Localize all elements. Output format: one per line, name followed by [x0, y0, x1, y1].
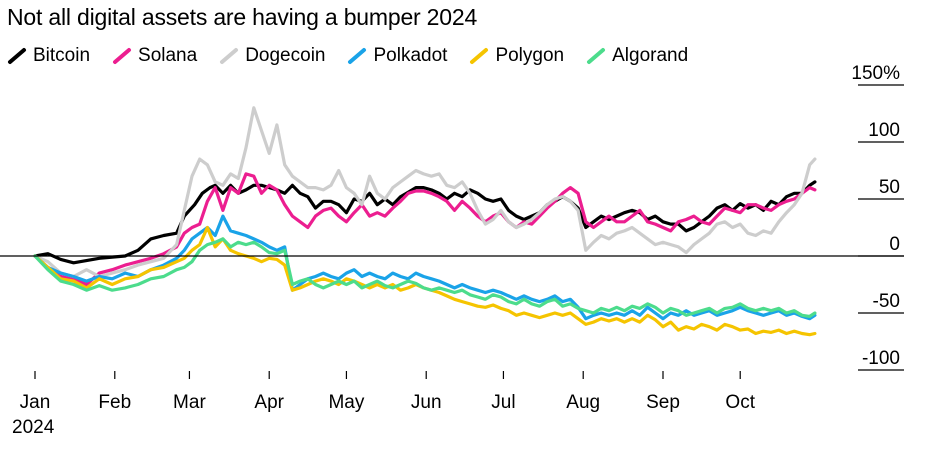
legend-label: Solana: [138, 45, 198, 66]
legend-item-polkadot: Polkadot: [347, 45, 447, 67]
series-line-dogecoin: [33, 106, 817, 279]
series-line-solana: [33, 172, 817, 287]
legend-label: Algorand: [612, 45, 689, 66]
chart-title: Not all digital assets are having a bump…: [7, 4, 478, 30]
y-tick-label: 150%: [851, 63, 900, 84]
x-tick-label: Apr: [254, 392, 284, 413]
x-tick-label: May: [328, 392, 364, 413]
legend-item-dogecoin: Dogecoin: [219, 45, 325, 67]
legend-label: Polkadot: [373, 45, 448, 66]
series-line-algorand: [33, 237, 817, 318]
x-tick-label: Sep: [646, 392, 680, 413]
legend-swatch-icon: [348, 48, 367, 64]
y-tick-label: 0: [889, 234, 900, 255]
legend-label: Polygon: [495, 45, 565, 66]
y-tick-label: 100: [868, 120, 900, 141]
legend-label: Dogecoin: [245, 45, 326, 66]
series-line-polkadot: [33, 214, 817, 321]
x-tick-label: Jan: [20, 392, 51, 413]
legend-swatch-icon: [8, 48, 26, 64]
legend-swatch-icon: [470, 48, 489, 64]
legend-item-algorand: Algorand: [586, 45, 688, 67]
y-tick-label: 50: [879, 177, 900, 198]
x-tick-label: Aug: [566, 392, 600, 413]
legend-label: Bitcoin: [33, 45, 91, 66]
x-tick-label: Jul: [491, 392, 515, 413]
series-line-polygon: [33, 225, 817, 337]
legend: Bitcoin Solana Dogecoin Polkadot Polygon Algo…: [7, 45, 710, 67]
legend-item-bitcoin: Bitcoin: [7, 45, 90, 67]
legend-swatch-icon: [587, 48, 606, 64]
y-tick-label: -50: [873, 291, 900, 312]
x-tick-label: Feb: [98, 392, 131, 413]
x-tick-sublabel: 2024: [12, 417, 55, 438]
x-tick-label: Mar: [173, 392, 206, 413]
series-line-bitcoin: [33, 180, 817, 265]
x-tick-label: Oct: [725, 392, 755, 413]
y-tick-label: -100: [862, 348, 900, 369]
legend-item-polygon: Polygon: [469, 45, 564, 67]
legend-swatch-icon: [220, 48, 239, 64]
x-tick-label: Jun: [411, 392, 442, 413]
legend-swatch-icon: [113, 48, 132, 64]
legend-item-solana: Solana: [112, 45, 197, 67]
